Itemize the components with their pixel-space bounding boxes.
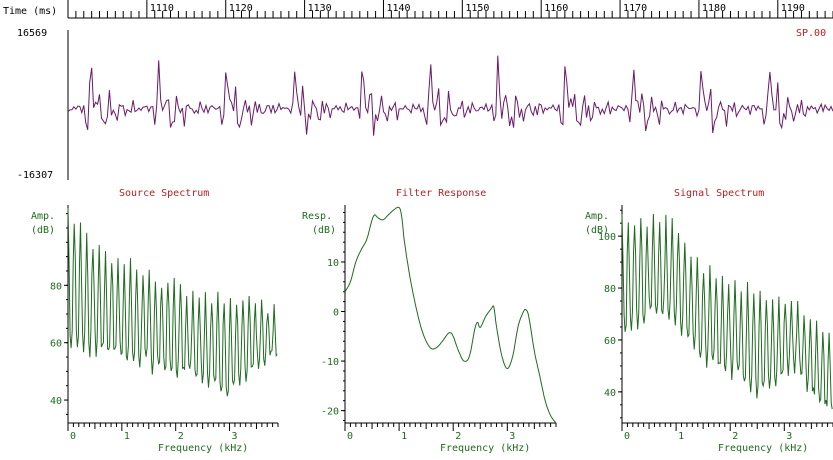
time-tick-label: 1190 (781, 3, 805, 14)
channel-label: SP.00 (796, 28, 826, 39)
source-x-tick-label: 2 (178, 431, 184, 442)
source-spectrum-panel: Source Spectrum Amp. (dB) Frequency (kHz… (31, 188, 279, 454)
filter-response-panel: Filter Response Resp. (dB) Frequency (kH… (302, 188, 557, 454)
source-ylabel-line1: Amp. (31, 211, 55, 222)
signal-x-tick-label: 1 (678, 431, 684, 442)
time-tick-label: 1140 (386, 3, 410, 14)
signal-y-tick-label: 40 (604, 388, 616, 399)
signal-spectrum-title: Signal Spectrum (674, 188, 764, 199)
waveform-ymin-label: -16307 (17, 170, 53, 181)
filter-x-tick-label: 3 (509, 431, 515, 442)
time-tick-label: 1160 (544, 3, 568, 14)
source-ylabel-line2: (dB) (31, 225, 55, 236)
time-tick-label: 1110 (150, 3, 174, 14)
signal-y-tick-label: 80 (604, 284, 616, 295)
filter-ylabel-line1: Resp. (302, 211, 332, 222)
source-x-tick-label: 1 (124, 431, 130, 442)
source-x-tick-label: 3 (232, 431, 238, 442)
filter-response-title: Filter Response (396, 188, 486, 199)
filter-y-tick-label: -20 (321, 407, 339, 418)
time-tick-label: 1180 (702, 3, 726, 14)
filter-x-tick-label: 0 (347, 431, 353, 442)
signal-x-tick-label: 3 (786, 431, 792, 442)
filter-xlabel: Frequency (kHz) (440, 443, 530, 454)
filter-x-tick-label: 1 (401, 431, 407, 442)
source-y-tick-label: 60 (50, 339, 62, 350)
time-axis-label: Time (ms) (3, 6, 57, 17)
time-tick-label: 1130 (308, 3, 332, 14)
signal-xlabel: Frequency (kHz) (718, 443, 808, 454)
waveform-panel: Time (ms) 1110 1120 1130 1140 1150 1160 1170 11… (3, 0, 833, 181)
filter-y-tick-label: -10 (321, 357, 339, 368)
filter-y-tick-label: 0 (333, 308, 339, 319)
signal-y-tick-label: 60 (604, 336, 616, 347)
signal-ylabel-line2: (dB) (585, 225, 609, 236)
time-axis-ticks: 1110 1120 1130 1140 1150 1160 1170 1180 1190 (67, 0, 833, 18)
source-y-tick-label: 40 (50, 396, 62, 407)
source-x-tick-label: 0 (70, 431, 76, 442)
filter-ylabel-line2: (dB) (312, 225, 336, 236)
signal-curve (621, 213, 833, 410)
signal-x-tick-label: 2 (732, 431, 738, 442)
filter-x-tick-label: 2 (455, 431, 461, 442)
filter-curve (344, 206, 557, 424)
time-tick-label: 1120 (229, 3, 253, 14)
source-curve (67, 207, 278, 397)
filter-y-tick-label: 10 (327, 258, 339, 269)
time-tick-label: 1170 (623, 3, 647, 14)
signal-y-tick-label: 100 (598, 232, 616, 243)
time-tick-label: 1150 (465, 3, 489, 14)
signal-x-tick-label: 0 (624, 431, 630, 442)
source-xlabel: Frequency (kHz) (158, 443, 248, 454)
signal-ylabel-line1: Amp. (585, 211, 609, 222)
waveform-line (67, 55, 833, 136)
source-spectrum-title: Source Spectrum (119, 188, 209, 199)
source-y-tick-label: 80 (50, 281, 62, 292)
signal-spectrum-panel: Signal Spectrum Amp. (dB) Frequency (kHz… (585, 188, 833, 454)
waveform-ymax-label: 16569 (17, 28, 47, 39)
